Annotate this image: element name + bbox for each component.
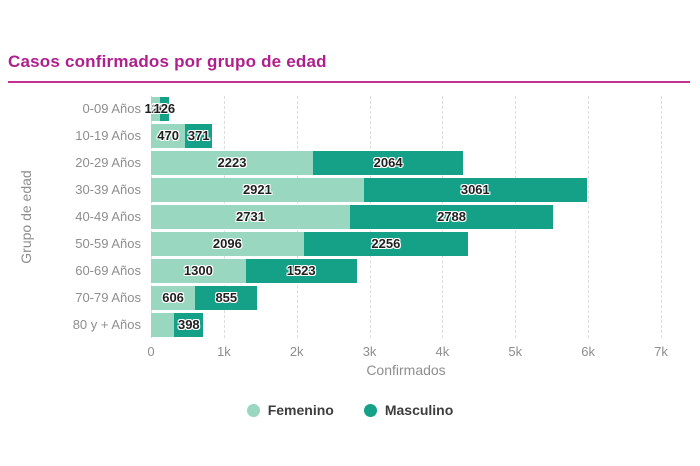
- bar-value-label: 2256: [371, 235, 401, 251]
- bar-value-label: 606: [162, 289, 184, 305]
- bar-segment-femenino[interactable]: [151, 231, 304, 256]
- bar-segment-masculino[interactable]: [312, 151, 464, 176]
- bar-value-label: 2921: [242, 182, 272, 198]
- x-tick-label: 0: [147, 344, 155, 359]
- bar-segment-masculino[interactable]: [303, 231, 469, 256]
- x-axis-title: Confirmados: [366, 362, 446, 378]
- bar-value-label: 2731: [236, 209, 265, 224]
- bar-value-label: 1523: [286, 262, 316, 278]
- bar-value-label: 2064: [373, 155, 403, 171]
- bar-segment-masculino[interactable]: [195, 285, 258, 310]
- bar-value-label: 371: [187, 128, 210, 144]
- bar-value-label: 398: [177, 316, 200, 332]
- y-axis-title: Grupo de edad: [18, 170, 34, 264]
- y-category-label: 80 y + Años: [72, 316, 141, 332]
- bar-value-label: 2223: [217, 155, 247, 171]
- y-category-label: 20-29 Años: [75, 155, 141, 171]
- legend-label-masculino: Masculino: [384, 402, 454, 418]
- x-tick-label: 7k: [654, 344, 668, 359]
- bar-segment-femenino[interactable]: [151, 285, 196, 310]
- bar-value-label: 2788: [437, 209, 466, 224]
- femenino-swatch-icon: [246, 403, 260, 417]
- x-tick-label: 3k: [362, 344, 377, 359]
- bar-segment-masculino[interactable]: [185, 124, 213, 149]
- y-category-label: 10-19 Años: [75, 128, 141, 144]
- legend-item-femenino[interactable]: Femenino: [246, 402, 334, 418]
- bar-value-label: 2096: [212, 235, 242, 251]
- y-category-label: 40-49 Años: [75, 209, 141, 224]
- bar-value-label: 855: [215, 289, 238, 305]
- bar-segment-femenino[interactable]: [151, 312, 175, 337]
- y-category-label: 50-59 Años: [75, 235, 141, 251]
- bar-segment-femenino[interactable]: [151, 151, 313, 176]
- bar-segment-femenino[interactable]: [151, 124, 186, 149]
- bar-segment-femenino[interactable]: [151, 258, 246, 283]
- bar-value-label: 470: [157, 128, 179, 144]
- y-category-label: 0-09 Años: [82, 101, 141, 117]
- chart-title: Casos confirmados por grupo de edad: [8, 52, 327, 71]
- y-category-label: 30-39 Años: [75, 182, 141, 198]
- legend-label-femenino: Femenino: [267, 402, 334, 418]
- bar-segment-masculino[interactable]: [349, 205, 554, 229]
- x-tick-label: 4k: [435, 344, 450, 359]
- bar-segment-femenino[interactable]: [151, 178, 364, 203]
- x-tick-label: 2k: [289, 344, 304, 359]
- masculino-swatch-icon: [363, 403, 377, 417]
- bar-segment-femenino[interactable]: [151, 205, 350, 229]
- bar-segment-masculino[interactable]: [245, 258, 357, 283]
- bar-segment-masculino[interactable]: [159, 97, 169, 122]
- gridline: [588, 96, 590, 338]
- legend: Femenino Masculino: [0, 402, 700, 418]
- bar-segment-masculino[interactable]: [174, 312, 204, 337]
- bar-value-label: 1300: [183, 262, 213, 278]
- x-tick-label: 5k: [508, 344, 523, 359]
- x-tick-label: 6k: [581, 344, 595, 359]
- y-category-label: 60-69 Años: [75, 262, 141, 278]
- x-tick-label: 1k: [216, 344, 231, 359]
- gridline: [661, 96, 662, 338]
- bar-segment-masculino[interactable]: [363, 178, 587, 203]
- y-category-label: 70-79 Años: [75, 289, 141, 305]
- bar-value-label: 3061: [460, 182, 490, 198]
- bar-value-label: 120: [144, 101, 167, 117]
- legend-item-masculino[interactable]: Masculino: [363, 402, 454, 418]
- bar-value-label: 126: [153, 101, 176, 117]
- title-divider: [8, 81, 690, 83]
- bar-segment-femenino[interactable]: [151, 97, 160, 122]
